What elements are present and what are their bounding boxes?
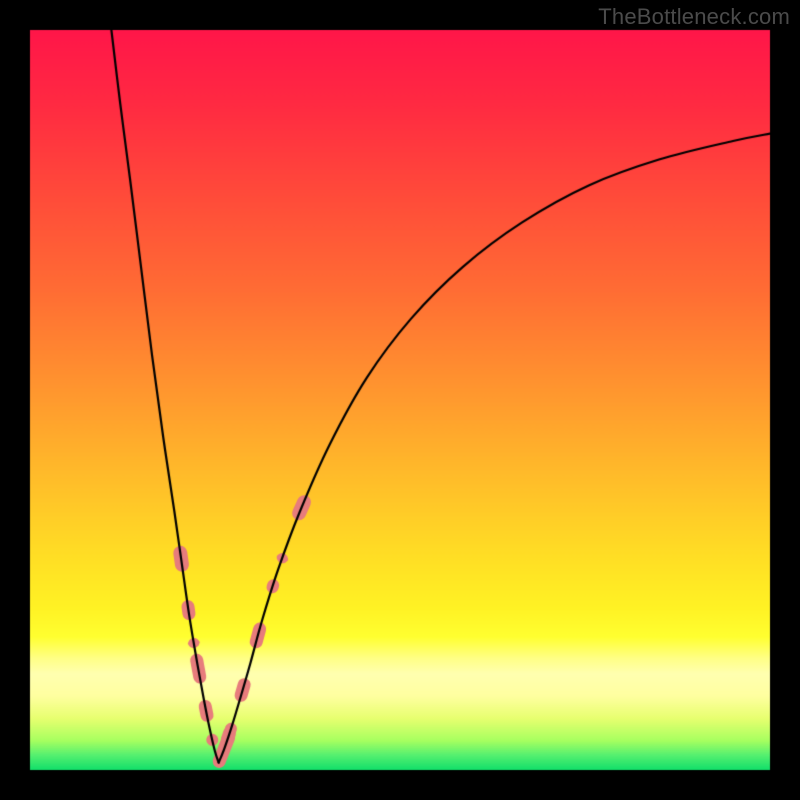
watermark-text: TheBottleneck.com — [598, 4, 790, 30]
chart-stage: TheBottleneck.com — [0, 0, 800, 800]
bottleneck-chart-canvas — [0, 0, 800, 800]
